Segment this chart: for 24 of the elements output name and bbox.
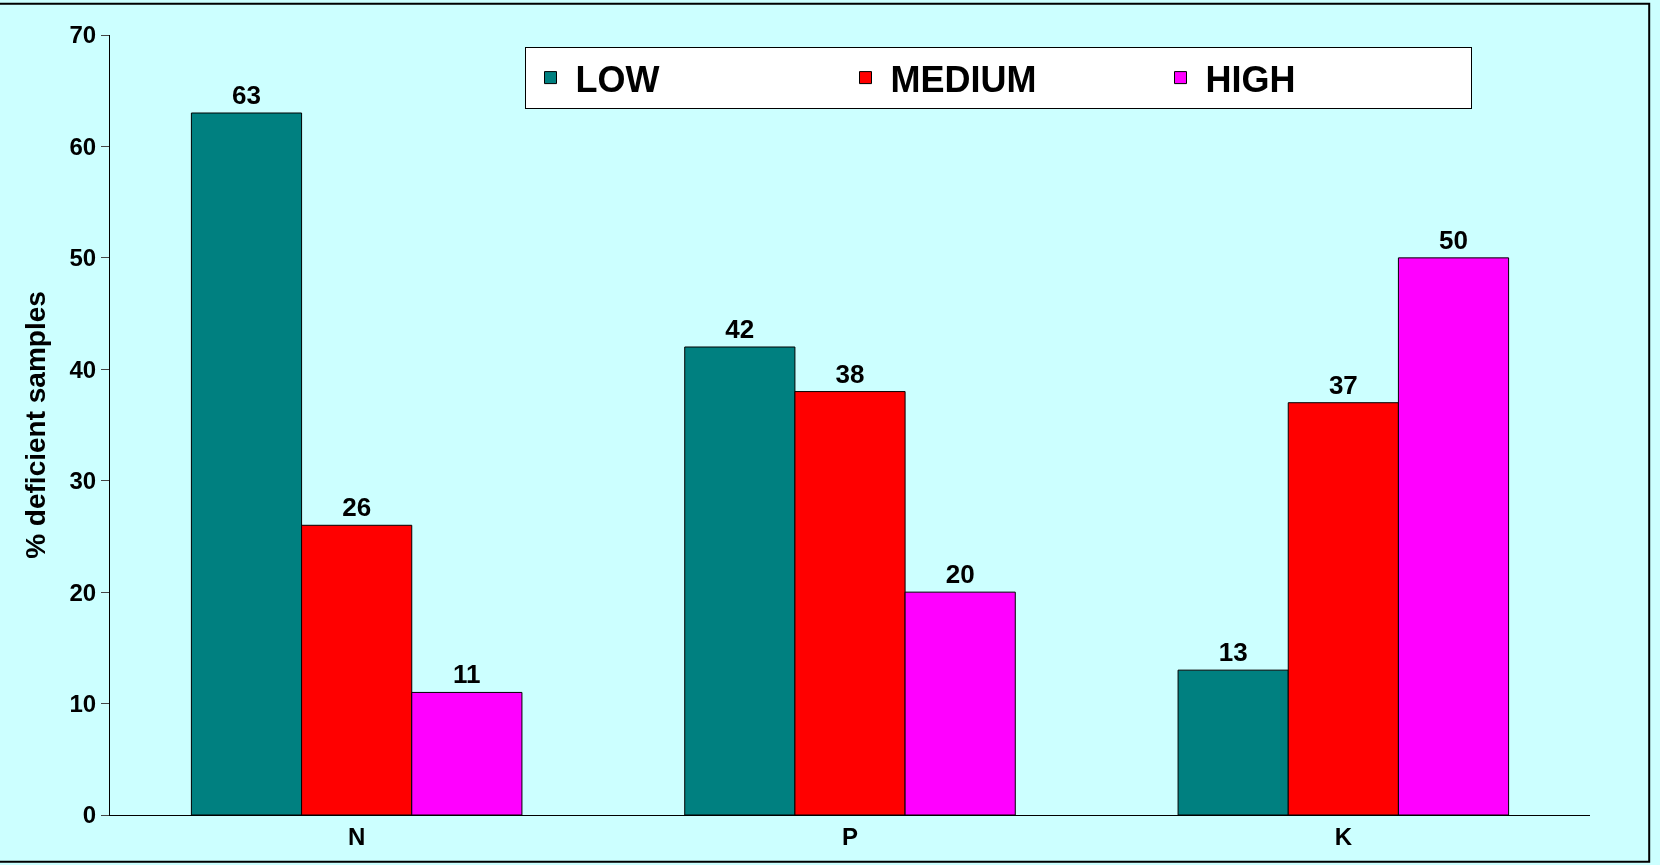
y-tick-label: 10 <box>69 689 97 717</box>
legend-label: MEDIUM <box>890 58 1037 100</box>
y-tick-label: 60 <box>69 132 97 160</box>
x-tick-label: N <box>348 822 366 850</box>
y-tick-label: 20 <box>69 578 97 606</box>
y-tick-label: 40 <box>69 355 97 383</box>
data-label: 20 <box>945 559 975 590</box>
data-label: 26 <box>342 492 372 523</box>
data-label: 50 <box>1439 224 1468 255</box>
data-label: 11 <box>453 659 481 690</box>
legend-label: HIGH <box>1205 58 1296 100</box>
x-tick-label: P <box>841 822 859 850</box>
y-tick-label: 30 <box>69 467 97 495</box>
legend-label: LOW <box>575 58 660 100</box>
data-label: 63 <box>232 80 261 110</box>
data-label: 38 <box>835 358 865 389</box>
data-label: 37 <box>1328 369 1358 400</box>
y-axis-title: % deficient samples <box>20 291 52 559</box>
y-tick-label: 0 <box>82 801 97 829</box>
data-label: 42 <box>725 314 755 344</box>
x-tick-label: K <box>1334 822 1353 850</box>
y-tick-label: 70 <box>69 21 97 49</box>
y-tick-label: 50 <box>69 244 97 272</box>
data-label: 13 <box>1218 637 1248 668</box>
